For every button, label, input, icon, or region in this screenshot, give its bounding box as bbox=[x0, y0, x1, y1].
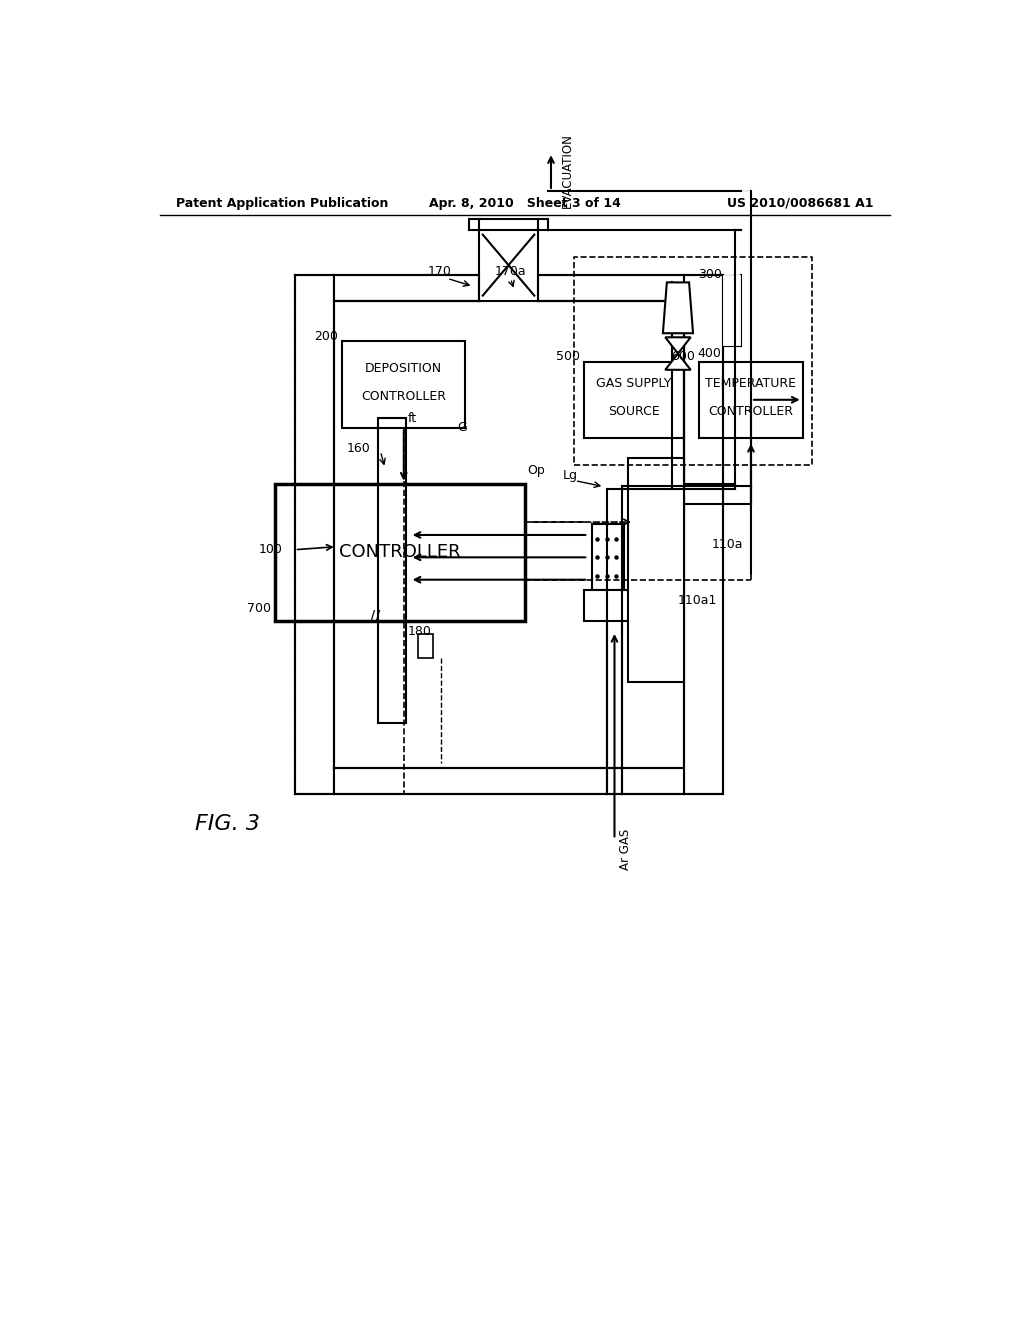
Text: 400: 400 bbox=[697, 347, 722, 360]
Text: 180: 180 bbox=[409, 624, 432, 638]
Text: SOURCE: SOURCE bbox=[608, 405, 659, 418]
Polygon shape bbox=[663, 282, 693, 333]
Text: US 2010/0086681 A1: US 2010/0086681 A1 bbox=[727, 197, 873, 210]
Text: CONTROLLER: CONTROLLER bbox=[361, 391, 446, 403]
Text: 600: 600 bbox=[672, 350, 695, 363]
Text: 160: 160 bbox=[346, 442, 370, 454]
Text: 300: 300 bbox=[697, 268, 722, 281]
Bar bbox=[584, 590, 633, 620]
Text: Patent Application Publication: Patent Application Publication bbox=[176, 197, 388, 210]
Bar bbox=[585, 362, 684, 438]
Text: 110a: 110a bbox=[712, 539, 742, 552]
Bar bbox=[628, 458, 684, 682]
Text: 100: 100 bbox=[259, 544, 283, 556]
Bar bbox=[592, 524, 624, 590]
Bar bbox=[274, 483, 525, 620]
Text: Ar GAS: Ar GAS bbox=[620, 829, 632, 870]
Text: FIG. 3: FIG. 3 bbox=[196, 814, 260, 834]
Bar bbox=[334, 768, 684, 793]
Text: DEPOSITION: DEPOSITION bbox=[366, 362, 442, 375]
Text: GAS SUPPLY: GAS SUPPLY bbox=[596, 378, 672, 389]
Text: 500: 500 bbox=[556, 350, 581, 363]
Bar bbox=[342, 342, 465, 428]
Text: G: G bbox=[458, 421, 467, 434]
Text: 110a1: 110a1 bbox=[678, 594, 718, 607]
Bar bbox=[295, 276, 335, 793]
Bar bbox=[419, 634, 433, 659]
Bar bbox=[684, 276, 723, 793]
Text: 170a: 170a bbox=[495, 265, 526, 279]
Text: CONTROLLER: CONTROLLER bbox=[709, 405, 794, 418]
Text: EVACUATION: EVACUATION bbox=[561, 133, 574, 209]
Text: 170: 170 bbox=[428, 265, 452, 279]
Text: CONTROLLER: CONTROLLER bbox=[339, 544, 461, 561]
Bar bbox=[699, 362, 803, 438]
Text: 700: 700 bbox=[247, 602, 270, 615]
Bar bbox=[723, 276, 740, 346]
Polygon shape bbox=[666, 354, 690, 370]
Text: TEMPERATURE: TEMPERATURE bbox=[706, 378, 797, 389]
Bar bbox=[378, 417, 406, 722]
Text: 200: 200 bbox=[314, 330, 338, 343]
Text: Apr. 8, 2010   Sheet 3 of 14: Apr. 8, 2010 Sheet 3 of 14 bbox=[429, 197, 621, 210]
Text: Lg: Lg bbox=[563, 469, 578, 482]
Text: Op: Op bbox=[527, 463, 545, 477]
Text: ft: ft bbox=[408, 412, 417, 425]
Text: //: // bbox=[371, 610, 381, 626]
Polygon shape bbox=[666, 338, 690, 354]
Bar bbox=[539, 276, 684, 301]
Bar bbox=[334, 276, 479, 301]
